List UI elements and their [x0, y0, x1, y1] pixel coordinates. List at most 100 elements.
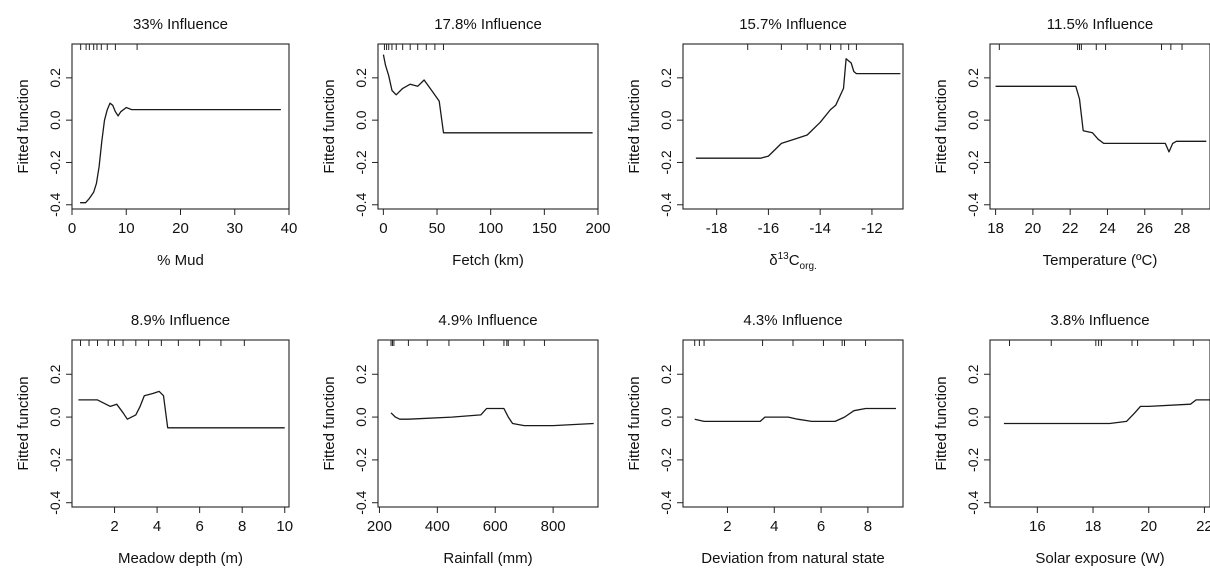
panel-8: 3.8% Influence 16 18 20 22 -0.4 -0.2 0.0 0.2 Fitt…: [933, 312, 1210, 567]
y-tick-label: 0.2: [47, 68, 63, 88]
y-tick-label: -0.2: [965, 448, 981, 472]
y-tick-label: 0.2: [965, 364, 981, 384]
x-tick-label: 10: [276, 518, 293, 535]
x-tick-label: 40: [281, 220, 298, 237]
y-tick-label: -0.4: [47, 192, 63, 216]
y-tick-label: -0.2: [353, 150, 369, 174]
plot-frame: [71, 339, 290, 508]
plot-frame: [377, 339, 599, 508]
y-tick-label: -0.4: [658, 490, 674, 514]
x-tick-label: 18: [1085, 518, 1102, 535]
x-tick-label: 22: [1196, 518, 1210, 535]
x-tick-label: 50: [429, 220, 446, 237]
panel-5: 8.9% Influence 2 4 6 8 10 -0.4 -0.2 0.0 0.2 Fitted…: [15, 312, 293, 567]
x-tick-label: 2: [110, 518, 118, 535]
fitted-function-line: [78, 390, 285, 429]
y-tick-label: 0.2: [965, 68, 981, 88]
fitted-function-line: [695, 58, 901, 159]
x-axis-label: Rainfall (mm): [443, 550, 532, 567]
x-tick-label: 24: [1099, 220, 1116, 237]
y-tick-label: 0.2: [658, 364, 674, 384]
x-tick-label: 0: [68, 220, 76, 237]
y-tick-label: 0.0: [353, 407, 369, 427]
panel-title: 17.8% Influence: [434, 16, 542, 33]
x-tick-label: 100: [478, 220, 503, 237]
fitted-function-line: [80, 102, 281, 204]
panel-2: 17.8% Influence 0 50 100 150 200 -0.4 -0.2 0.0 0.…: [321, 16, 611, 269]
panel-title: 11.5% Influence: [1047, 16, 1153, 33]
y-tick-label: 0.0: [965, 110, 981, 130]
y-tick-label: -0.2: [47, 448, 63, 472]
y-tick-label: -0.2: [658, 150, 674, 174]
x-tick-label: 150: [532, 220, 557, 237]
x-axis-label: % Mud: [157, 252, 204, 269]
y-axis-label: Fitted function: [933, 79, 950, 173]
y-tick-label: -0.4: [965, 192, 981, 216]
y-tick-label: -0.4: [353, 192, 369, 216]
y-tick-label: 0.0: [965, 407, 981, 427]
x-tick-label: 20: [1140, 518, 1157, 535]
x-tick-label: 200: [367, 518, 392, 535]
panel-4: 11.5% Influence 18 20 22 24 26 28 -0.4 -0.2 0.0 0.…: [933, 16, 1210, 269]
y-tick-label: 0.0: [658, 110, 674, 130]
y-tick-label: -0.4: [47, 490, 63, 514]
x-tick-label: 0: [379, 220, 387, 237]
panel-7: 4.3% Influence 2 4 6 8 -0.4 -0.2 0.0 0.2 Fitted f…: [626, 312, 904, 567]
x-tick-label: 4: [153, 518, 161, 535]
plot-frame: [377, 43, 599, 210]
panel-title: 33% Influence: [133, 16, 228, 33]
y-axis-label: Fitted function: [321, 376, 338, 470]
x-tick-label: 20: [172, 220, 189, 237]
y-axis-label: Fitted function: [933, 376, 950, 470]
x-axis-label: Meadow depth (m): [118, 550, 243, 567]
x-tick-label: 4: [770, 518, 778, 535]
x-tick-label: -14: [809, 220, 831, 237]
panel-title: 4.9% Influence: [438, 312, 537, 329]
y-tick-label: -0.2: [965, 150, 981, 174]
fitted-function-line: [1003, 399, 1210, 425]
y-tick-label: 0.2: [658, 68, 674, 88]
x-tick-label: 10: [118, 220, 135, 237]
y-tick-label: -0.2: [47, 150, 63, 174]
y-tick-label: 0.0: [47, 407, 63, 427]
plot-frame: [682, 339, 904, 508]
y-axis-label: Fitted function: [626, 79, 643, 173]
x-tick-label: 20: [1025, 220, 1042, 237]
panel-1: 33% Influence 0 10 20 30 40 -0.4 -0.2 0.0 0.2 Fitt…: [15, 16, 297, 269]
x-tick-label: 18: [987, 220, 1004, 237]
y-tick-label: -0.4: [658, 192, 674, 216]
fitted-function-line: [390, 407, 594, 427]
fitted-function-line: [382, 54, 593, 134]
panel-title: 15.7% Influence: [739, 16, 847, 33]
x-tick-label: -16: [758, 220, 780, 237]
x-tick-label: 6: [195, 518, 203, 535]
y-tick-label: -0.4: [965, 490, 981, 514]
x-axis-label: Fetch (km): [452, 252, 524, 269]
x-tick-label: 8: [238, 518, 246, 535]
y-tick-label: 0.0: [47, 110, 63, 130]
y-tick-label: 0.0: [658, 407, 674, 427]
x-tick-label: 26: [1136, 220, 1153, 237]
x-tick-label: 800: [541, 518, 566, 535]
panel-6: 4.9% Influence 200 400 600 800 -0.4 -0.2 0.0 0.2…: [321, 312, 599, 567]
panel-3: 15.7% Influence -18 -16 -14 -12 -0.4 -0.2 0.0 0.…: [626, 16, 904, 272]
y-axis-label: Fitted function: [15, 376, 32, 470]
y-tick-label: 0.2: [47, 364, 63, 384]
plot-frame: [989, 43, 1210, 210]
y-tick-label: -0.2: [658, 448, 674, 472]
x-tick-label: 8: [864, 518, 872, 535]
x-tick-label: 200: [585, 220, 610, 237]
y-axis-label: Fitted function: [321, 79, 338, 173]
x-tick-label: 600: [483, 518, 508, 535]
panel-title: 3.8% Influence: [1050, 312, 1149, 329]
fitted-function-line: [995, 85, 1207, 153]
y-tick-label: 0.2: [353, 364, 369, 384]
panel-title: 8.9% Influence: [131, 312, 230, 329]
x-tick-label: 28: [1174, 220, 1191, 237]
panel-title: 4.3% Influence: [743, 312, 842, 329]
x-tick-label: -12: [861, 220, 883, 237]
y-tick-label: -0.4: [353, 490, 369, 514]
y-tick-label: -0.2: [353, 448, 369, 472]
x-tick-label: 2: [723, 518, 731, 535]
